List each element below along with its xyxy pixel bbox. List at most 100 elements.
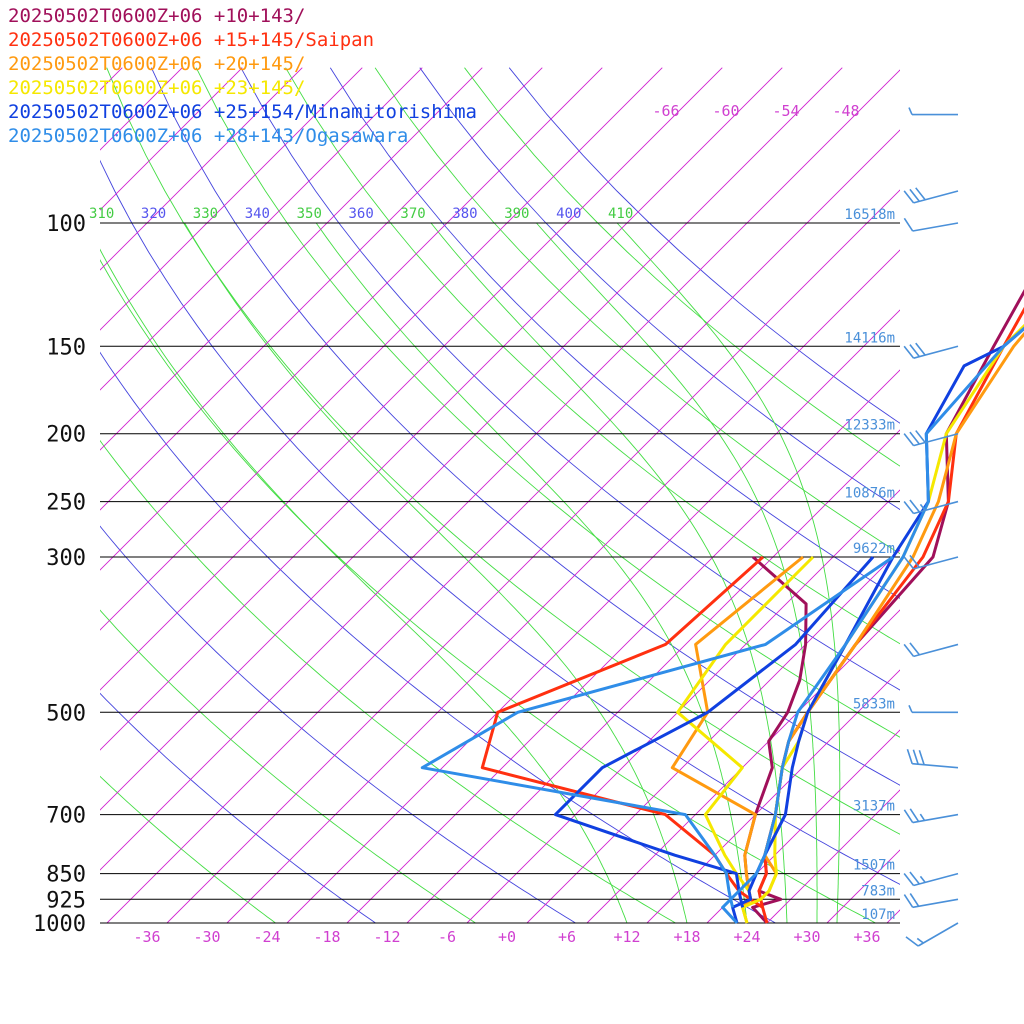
wind-barb	[906, 748, 959, 769]
wind-barb-half	[919, 813, 926, 821]
temperature-profile-6	[721, 326, 1024, 925]
theta-label: 320	[141, 206, 166, 222]
wind-barbs	[903, 107, 959, 947]
height-label: 12333m	[844, 418, 895, 434]
axis-labels: 100 16518m 150 14116m 200 12333m 250 10876m 300 9…	[33, 102, 895, 946]
upper-isotherm-label: -54	[772, 102, 799, 120]
temperature-tick-label: +30	[793, 928, 820, 946]
pressure-label: 1000	[33, 912, 86, 937]
sounding-series	[420, 288, 1024, 925]
isotherm-line	[526, 549, 900, 923]
upper-isotherm-label: -48	[832, 102, 859, 120]
wind-barb-staff	[912, 222, 959, 232]
isotherm-line	[100, 67, 243, 211]
wind-barb-flag	[903, 873, 915, 886]
legend-entry-3: 20250502T0600Z+06 +20+145/	[8, 53, 305, 75]
wind-barb-flag	[909, 499, 920, 513]
wind-barb-staff	[913, 643, 959, 658]
theta-label: 360	[349, 206, 374, 222]
isotherm-line	[100, 69, 900, 871]
temperature-tick-label: -30	[193, 928, 220, 946]
wind-barb-flag	[903, 217, 914, 232]
dry-adiabats	[100, 67, 900, 923]
wind-barb	[903, 430, 959, 447]
dewpoint-profile-6	[420, 555, 894, 908]
isotherm-line	[100, 67, 603, 571]
pressure-label: 100	[46, 212, 86, 237]
wind-barb-half	[908, 704, 913, 713]
dry-adiabat-line	[100, 775, 276, 923]
wind-barb-flag	[918, 750, 925, 765]
dry-adiabat-line	[195, 67, 900, 738]
height-label: 1507m	[853, 858, 895, 874]
wind-barb-flag	[903, 556, 915, 570]
theta-label: 310	[89, 206, 114, 222]
temperature-tick-label: -12	[373, 928, 400, 946]
dry-adiabat-line	[285, 67, 900, 645]
wind-barb-flag	[903, 809, 914, 823]
isotherm-line	[226, 249, 900, 923]
dewpoint-profile-2	[480, 555, 765, 909]
isotherm-line	[100, 67, 543, 511]
isotherm-line	[706, 729, 900, 923]
theta-label: 390	[504, 206, 529, 222]
wind-barb-staff	[913, 500, 959, 515]
pressure-label: 200	[46, 423, 86, 448]
isotherm-line	[100, 67, 843, 811]
temperature-tick-label: +0	[498, 928, 516, 946]
height-label: 9622m	[853, 541, 895, 557]
wind-barb	[908, 704, 958, 714]
height-label: 5833m	[853, 696, 895, 712]
isotherm-line	[406, 429, 900, 923]
isotherm-line	[100, 67, 783, 751]
wind-barb-flag	[909, 808, 920, 822]
isotherm-line	[100, 67, 483, 451]
isotherm-line	[100, 67, 423, 391]
wind-barb-flag	[909, 344, 920, 358]
upper-isotherm-label: -60	[712, 102, 739, 120]
height-label: 3137m	[853, 799, 895, 815]
isotherm-line	[586, 609, 900, 923]
height-label: 107m	[861, 907, 895, 923]
wind-barb-staff	[913, 345, 959, 359]
wind-barb-flag	[903, 190, 915, 204]
wind-barb-flag	[906, 748, 913, 764]
wind-barb-staff	[913, 190, 959, 204]
legend-entry-4: 20250502T0600Z+06 +23+145/	[8, 77, 305, 99]
wind-barb-flag	[903, 345, 915, 359]
wind-barb-half	[919, 875, 926, 883]
temperature-tick-label: -24	[253, 928, 280, 946]
pressure-label: 925	[46, 888, 86, 913]
isotherm-line	[100, 67, 663, 631]
wind-barb	[908, 107, 958, 116]
legend-entry-6: 20250502T0600Z+06 +28+143/Ogasawara	[8, 125, 408, 147]
height-label: 783m	[861, 883, 895, 899]
dry-adiabat-line	[100, 259, 876, 923]
dry-adiabat-line	[100, 525, 576, 923]
isotherm-line	[286, 309, 900, 923]
isotherm-line	[466, 489, 900, 923]
moist-adiabat-line	[184, 222, 688, 923]
dry-adiabat-line	[150, 67, 900, 786]
isotherm-line	[100, 67, 183, 151]
pressure-label: 300	[46, 546, 86, 571]
temperature-tick-label: -6	[438, 928, 456, 946]
temperature-profile-5	[731, 326, 1024, 924]
wind-barb-flag	[915, 342, 926, 356]
isotherms	[100, 67, 900, 923]
theta-label: 380	[452, 206, 477, 222]
height-label: 14116m	[844, 330, 895, 346]
moist-adiabat-line	[315, 222, 748, 923]
wind-barb-half	[916, 937, 924, 944]
theta-label: 340	[245, 206, 270, 222]
wind-barb	[903, 893, 959, 909]
dry-adiabat-line	[464, 67, 900, 467]
dry-adiabat-line	[240, 67, 900, 691]
isotherm-line	[106, 129, 900, 923]
temperature-tick-label: +12	[613, 928, 640, 946]
wind-barb-staff	[912, 813, 959, 824]
theta-label: 370	[400, 206, 425, 222]
wind-barb	[903, 499, 959, 515]
wind-barb-flag	[905, 936, 919, 947]
isotherm-line	[166, 189, 900, 923]
